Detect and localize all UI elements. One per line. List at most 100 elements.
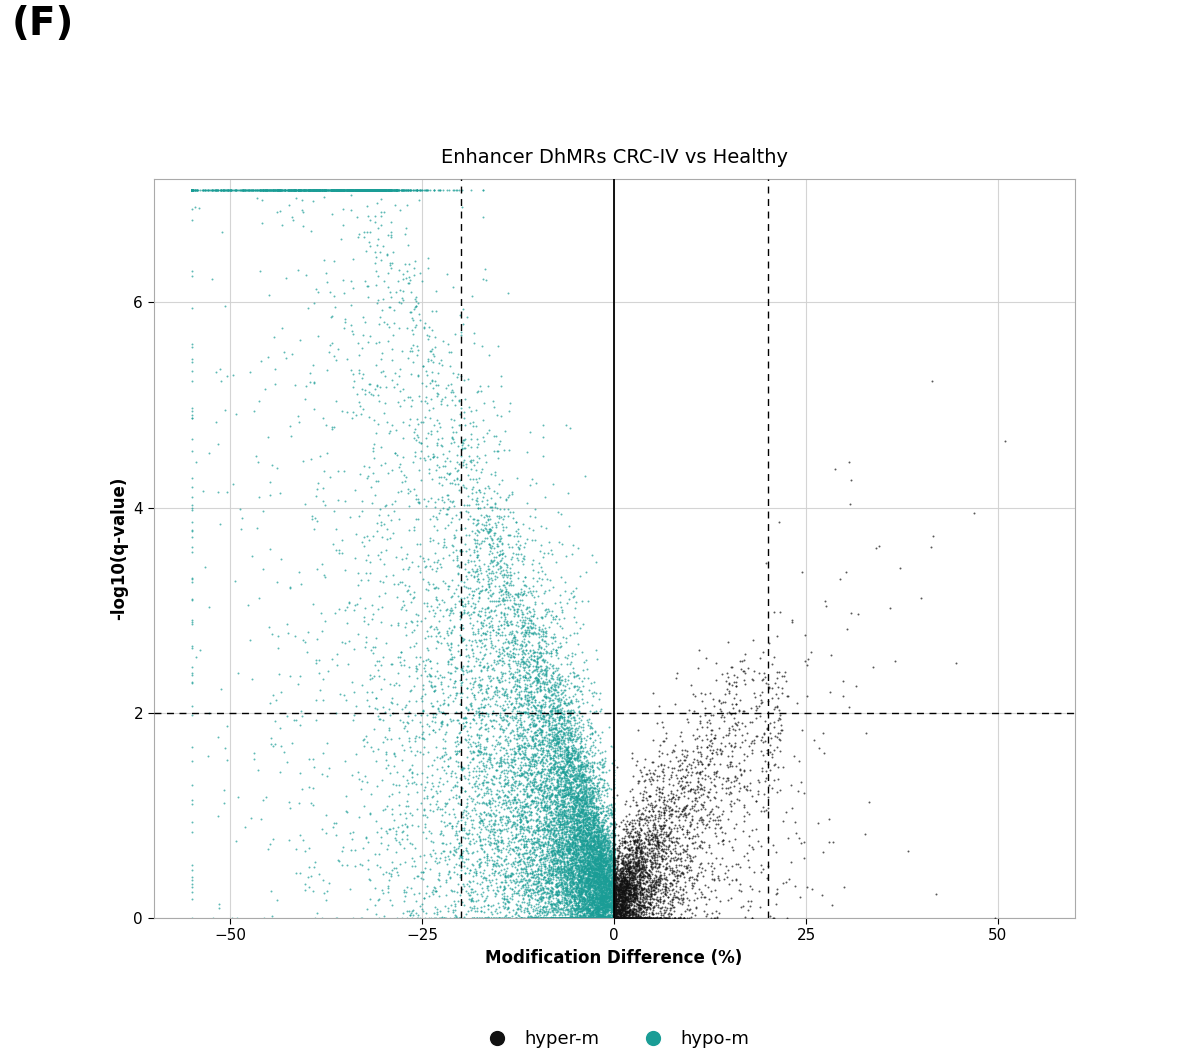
Point	[624, 886, 642, 903]
Point	[582, 726, 601, 743]
Point	[468, 747, 487, 764]
Point	[548, 791, 567, 808]
Point	[618, 891, 637, 908]
Point	[559, 749, 578, 766]
Point	[638, 850, 657, 867]
Point	[598, 881, 616, 898]
Point	[247, 190, 266, 207]
Point	[588, 909, 607, 926]
Point	[680, 869, 699, 886]
Point	[590, 789, 609, 806]
Point	[500, 810, 518, 827]
Point	[594, 883, 613, 900]
Point	[554, 904, 573, 921]
Point	[515, 616, 534, 633]
Point	[573, 909, 592, 926]
Point	[542, 816, 561, 832]
Point	[644, 882, 663, 899]
Point	[605, 909, 624, 926]
Point	[576, 788, 595, 805]
Point	[521, 716, 540, 733]
Point	[624, 887, 642, 904]
Point	[605, 893, 624, 909]
Point	[352, 181, 371, 198]
Point	[552, 752, 570, 769]
Point	[484, 399, 503, 416]
Point	[670, 845, 689, 862]
Point	[605, 902, 624, 919]
Point	[620, 827, 639, 844]
Point	[749, 771, 768, 788]
Point	[526, 833, 544, 850]
Point	[619, 862, 638, 879]
Point	[250, 181, 269, 198]
Point	[593, 843, 612, 860]
Point	[566, 782, 585, 799]
Point	[605, 874, 624, 890]
Point	[587, 865, 606, 882]
Point	[482, 909, 501, 926]
Point	[590, 909, 609, 926]
Point	[590, 863, 609, 880]
Point	[494, 865, 513, 882]
Point	[605, 903, 624, 920]
Point	[578, 858, 596, 875]
Point	[565, 778, 583, 794]
Point	[582, 906, 601, 923]
Point	[673, 844, 692, 861]
Point	[543, 909, 562, 926]
Point	[508, 882, 527, 899]
Point	[383, 897, 402, 914]
Point	[522, 651, 541, 668]
Point	[605, 852, 624, 869]
Point	[580, 884, 599, 901]
Point	[627, 860, 646, 877]
Point	[606, 881, 625, 898]
Point	[463, 624, 482, 640]
Point	[605, 909, 624, 926]
Point	[615, 908, 634, 925]
Point	[586, 860, 605, 877]
Point	[608, 856, 627, 872]
Point	[399, 774, 418, 791]
Point	[501, 665, 520, 682]
Point	[208, 807, 227, 824]
Point	[579, 844, 598, 861]
Point	[554, 726, 573, 743]
Point	[182, 181, 201, 198]
Point	[647, 771, 666, 788]
Point	[609, 847, 628, 864]
Point	[347, 208, 366, 225]
Point	[578, 880, 596, 897]
Point	[521, 677, 540, 694]
Point	[534, 856, 553, 872]
Point	[605, 891, 624, 908]
Point	[602, 869, 621, 886]
Point	[651, 818, 670, 835]
Point	[614, 830, 633, 847]
Point	[383, 181, 402, 198]
Point	[565, 743, 583, 760]
Point	[483, 392, 502, 409]
Point	[605, 868, 624, 885]
Point	[593, 878, 612, 895]
Point	[518, 709, 537, 726]
Point	[497, 909, 516, 926]
Point	[550, 909, 569, 926]
Point	[299, 300, 318, 316]
Point	[702, 732, 720, 749]
Point	[373, 711, 392, 728]
Point	[524, 759, 543, 775]
Point	[549, 783, 568, 800]
Point	[631, 909, 650, 926]
Point	[580, 830, 599, 847]
Point	[513, 614, 531, 631]
Point	[578, 751, 596, 768]
Point	[520, 612, 539, 629]
Point	[574, 846, 593, 863]
Point	[510, 658, 529, 675]
Point	[627, 806, 646, 823]
Point	[593, 893, 612, 909]
Point	[593, 863, 612, 880]
Point	[449, 365, 468, 382]
